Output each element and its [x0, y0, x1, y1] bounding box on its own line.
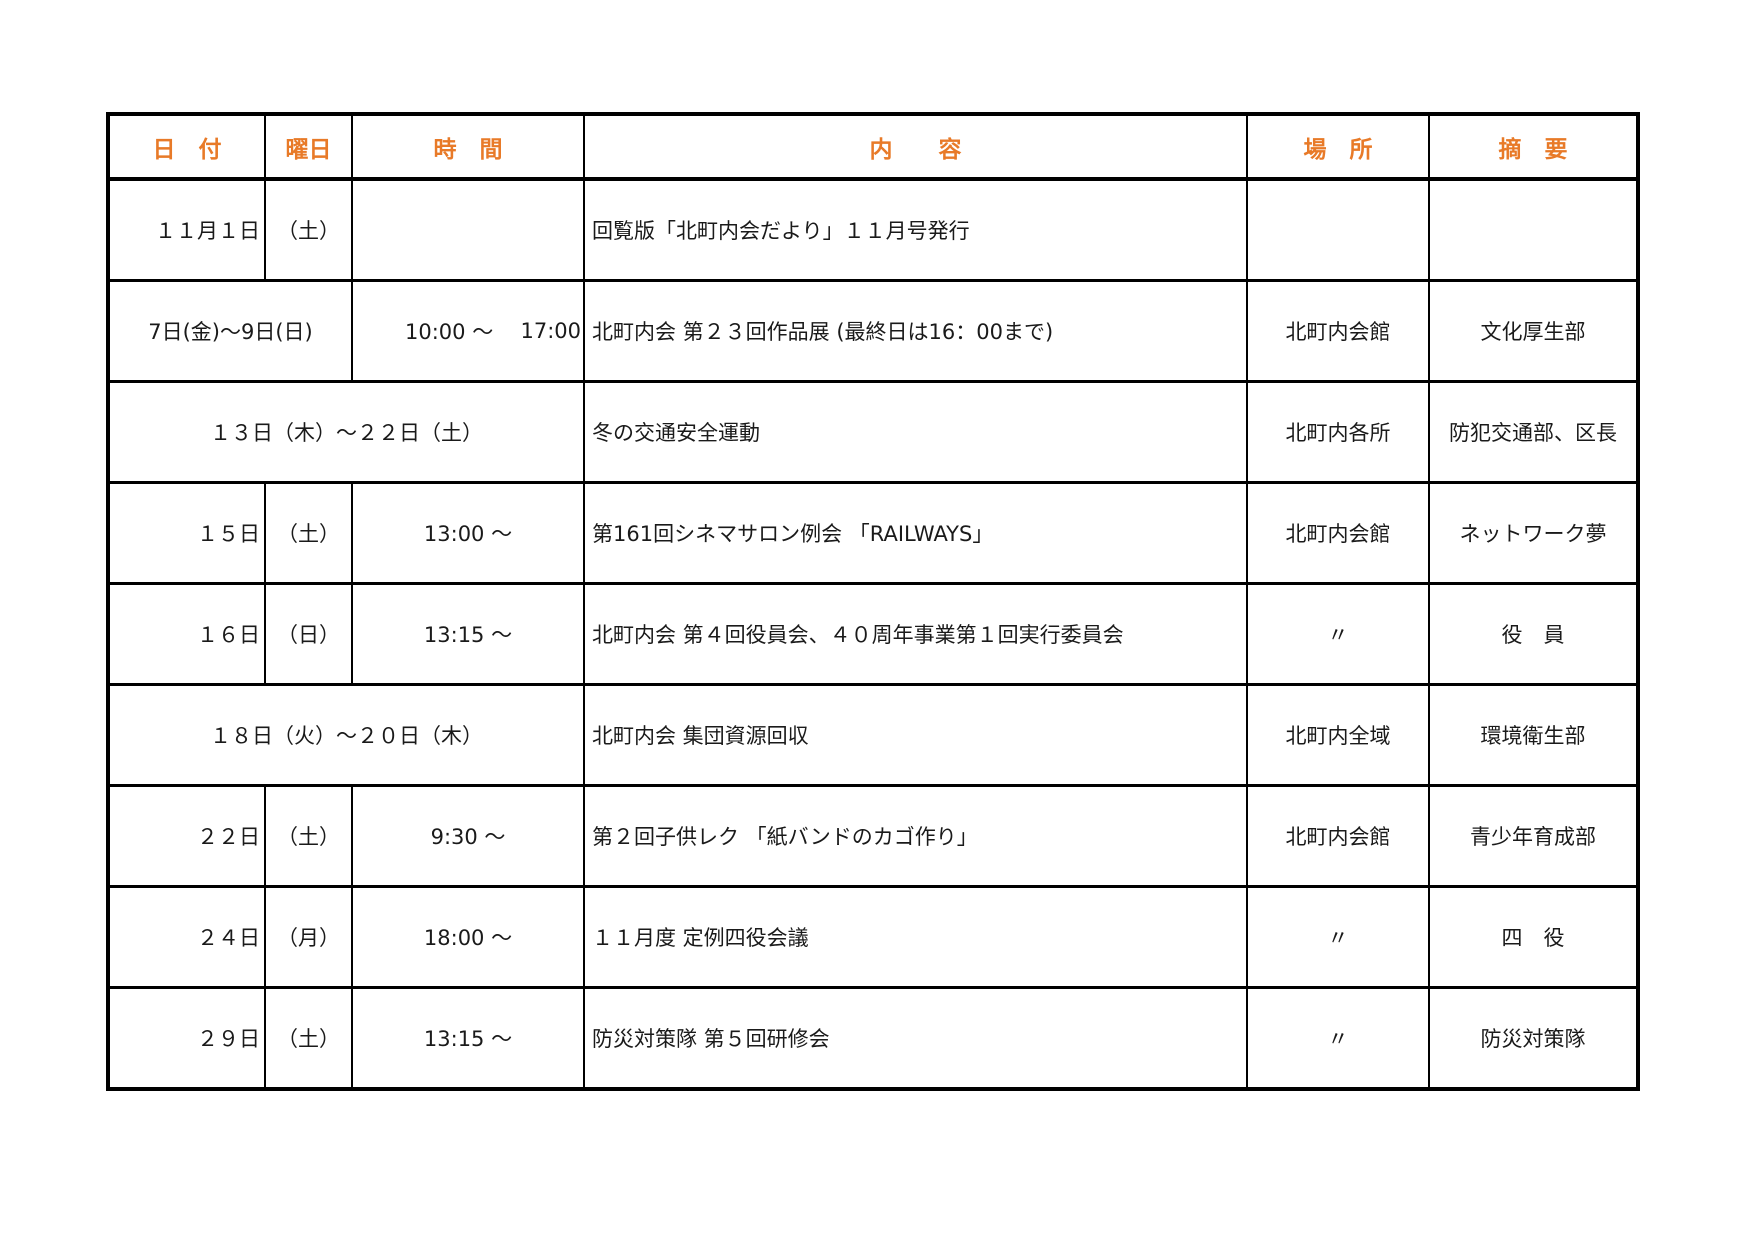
time-end: 17:00: [520, 319, 581, 343]
cell-day: （土）: [264, 481, 353, 585]
header-row: 日 付 曜日 時 間 内 容 場 所 摘 要: [107, 112, 1639, 181]
cell-note: 役 員: [1428, 582, 1639, 686]
cell-note: 四 役: [1428, 885, 1639, 989]
cell-time: 9:30 ～: [351, 784, 585, 888]
cell-content: 北町内会 集団資源回収: [583, 683, 1248, 787]
header-note: 摘 要: [1428, 112, 1639, 181]
table-row: １１月１日 （土） 回覧版「北町内会だより」１１月号発行: [107, 177, 1639, 282]
cell-date: ２４日: [107, 885, 266, 989]
cell-note: 防犯交通部、区長: [1428, 380, 1639, 484]
cell-date: ２２日: [107, 784, 266, 888]
cell-day: （土）: [264, 784, 353, 888]
cell-day: （土）: [264, 177, 353, 282]
table-row: ２４日 （月） 18:00 ～ １１月度 定例四役会議 〃 四 役: [107, 885, 1639, 989]
header-content: 内 容: [583, 112, 1248, 181]
time-start: 10:00 ～: [405, 320, 494, 344]
header-time: 時 間: [351, 112, 585, 181]
cell-note: 防災対策隊: [1428, 986, 1639, 1091]
table-row: １８日（火）～２０日（木） 北町内会 集団資源回収 北町内全域 環境衛生部: [107, 683, 1639, 787]
cell-date-range: 7日(金)～9日(日): [107, 279, 353, 383]
cell-content: １１月度 定例四役会議: [583, 885, 1248, 989]
cell-note: ネットワーク夢: [1428, 481, 1639, 585]
schedule-table: 日 付 曜日 時 間 内 容 場 所 摘 要 １１月１日 （土） 回覧版「北町内…: [106, 112, 1640, 1091]
cell-time: 13:15 ～: [351, 986, 585, 1091]
cell-time: 13:15 ～: [351, 582, 585, 686]
cell-place: 北町内会館: [1246, 784, 1430, 888]
cell-content: 回覧版「北町内会だより」１１月号発行: [583, 177, 1248, 282]
table-row: １６日 （日） 13:15 ～ 北町内会 第４回役員会、４０周年事業第１回実行委…: [107, 582, 1639, 686]
cell-note: 文化厚生部: [1428, 279, 1639, 383]
cell-note: 青少年育成部: [1428, 784, 1639, 888]
cell-time: 13:00 ～: [351, 481, 585, 585]
schedule-table-container: 日 付 曜日 時 間 内 容 場 所 摘 要 １１月１日 （土） 回覧版「北町内…: [106, 112, 1640, 1091]
cell-date: １５日: [107, 481, 266, 585]
cell-place: 北町内会館: [1246, 481, 1430, 585]
cell-note: [1428, 177, 1639, 282]
table-row: １５日 （土） 13:00 ～ 第161回シネマサロン例会 「RAILWAYS」…: [107, 481, 1639, 585]
cell-content: 冬の交通安全運動: [583, 380, 1248, 484]
table-row: 7日(金)～9日(日) 10:00 ～ 17:00 北町内会 第２３回作品展 (…: [107, 279, 1639, 383]
cell-day: （日）: [264, 582, 353, 686]
header-place: 場 所: [1246, 112, 1430, 181]
cell-note: 環境衛生部: [1428, 683, 1639, 787]
cell-date: １１月１日: [107, 177, 266, 282]
cell-date: ２９日: [107, 986, 266, 1091]
cell-date: １６日: [107, 582, 266, 686]
cell-place: 北町内会館: [1246, 279, 1430, 383]
cell-date-range: １８日（火）～２０日（木）: [107, 683, 585, 787]
cell-place: 〃: [1246, 885, 1430, 989]
table-row: １３日（木）～２２日（土） 冬の交通安全運動 北町内各所 防犯交通部、区長: [107, 380, 1639, 484]
cell-day: （土）: [264, 986, 353, 1091]
cell-content: 第２回子供レク 「紙バンドのカゴ作り」: [583, 784, 1248, 888]
cell-place: 北町内各所: [1246, 380, 1430, 484]
cell-place: 北町内全域: [1246, 683, 1430, 787]
cell-time: 18:00 ～: [351, 885, 585, 989]
cell-time: [351, 177, 585, 282]
cell-place: 〃: [1246, 582, 1430, 686]
table-row: ２９日 （土） 13:15 ～ 防災対策隊 第５回研修会 〃 防災対策隊: [107, 986, 1639, 1091]
cell-content: 北町内会 第２３回作品展 (最終日は16：00まで): [583, 279, 1248, 383]
cell-place: 〃: [1246, 986, 1430, 1091]
cell-place: [1246, 177, 1430, 282]
cell-content: 第161回シネマサロン例会 「RAILWAYS」: [583, 481, 1248, 585]
cell-date-range: １３日（木）～２２日（土）: [107, 380, 585, 484]
cell-content: 防災対策隊 第５回研修会: [583, 986, 1248, 1091]
header-day: 曜日: [264, 112, 353, 181]
table-row: ２２日 （土） 9:30 ～ 第２回子供レク 「紙バンドのカゴ作り」 北町内会館…: [107, 784, 1639, 888]
cell-day: （月）: [264, 885, 353, 989]
header-date: 日 付: [107, 112, 266, 181]
cell-time-range: 10:00 ～ 17:00: [351, 279, 585, 383]
cell-content: 北町内会 第４回役員会、４０周年事業第１回実行委員会: [583, 582, 1248, 686]
